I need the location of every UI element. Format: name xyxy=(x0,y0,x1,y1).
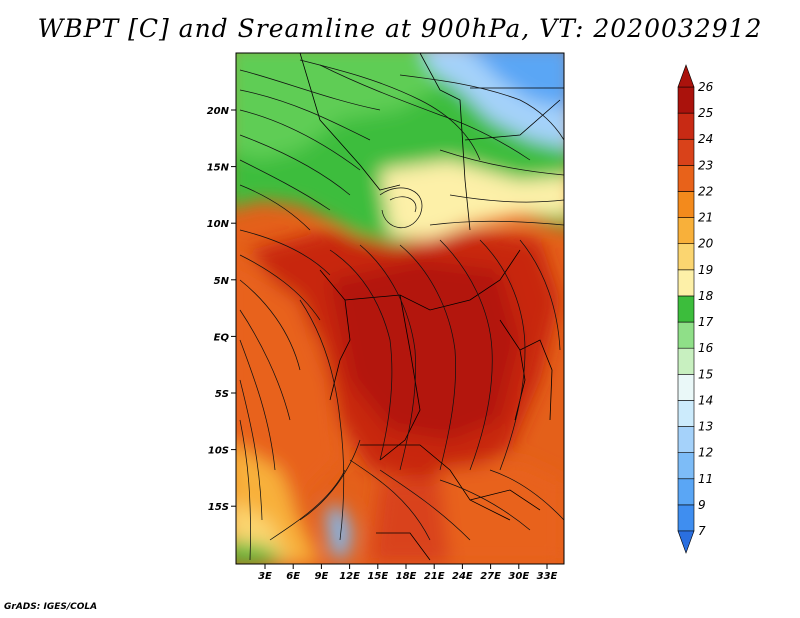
colorbar-label: 21 xyxy=(698,211,713,225)
lon-tick-label: 24E xyxy=(452,571,473,582)
colorbar-box xyxy=(677,243,695,271)
footer-credit: GrADS: IGES/COLA xyxy=(4,602,98,612)
streamlines xyxy=(239,59,564,561)
colorbar-label: 13 xyxy=(698,420,713,434)
lat-tick-label: 10S xyxy=(208,446,229,457)
lon-tick-label: 21E xyxy=(424,571,445,582)
colorbar-box xyxy=(677,191,695,218)
colorbar-box xyxy=(677,217,695,245)
colorbar-box xyxy=(677,269,695,297)
lon-tick-label: 6E xyxy=(286,571,300,582)
lat-tick-label: EQ xyxy=(214,332,230,343)
longitude-axis: 3E 6E 9E 12E 15E 18E 21E 24E 27E 30E 33E xyxy=(258,564,558,582)
colorbar-label: 19 xyxy=(698,263,713,277)
lat-tick-label: 20N xyxy=(207,106,230,117)
colorbar-label: 17 xyxy=(698,315,714,329)
latitude-axis: 20N 15N 10N 5N EQ 5S 10S 15S xyxy=(207,106,236,513)
colorbar-box xyxy=(677,112,695,140)
colorbar-label: 15 xyxy=(698,367,713,381)
lon-tick-label: 12E xyxy=(339,571,360,582)
colorbar-label: 18 xyxy=(698,289,714,303)
lat-tick-label: 10N xyxy=(207,219,230,230)
lon-tick-label: 27E xyxy=(480,571,501,582)
colorbar-label: 25 xyxy=(698,106,713,120)
colorbar: 7 9 11 12 13 14 15 16 17 18 19 20 21 22 23 24 25 26 xyxy=(677,64,714,554)
colorbar-box xyxy=(677,138,695,166)
colorbar-label: 11 xyxy=(698,472,713,486)
colorbar-label: 12 xyxy=(698,446,713,460)
colorbar-box xyxy=(677,295,695,323)
lat-tick-label: 5S xyxy=(215,389,229,400)
colorbar-top-arrow xyxy=(677,64,695,88)
colorbar-label: 22 xyxy=(698,184,713,198)
lon-tick-label: 9E xyxy=(315,571,329,582)
colorbar-label: 7 xyxy=(698,524,706,538)
map-plot-area xyxy=(236,53,564,564)
wbpt-shading xyxy=(236,53,564,564)
colorbar-box xyxy=(677,373,695,401)
lon-tick-label: 33E xyxy=(537,571,558,582)
lat-tick-label: 15S xyxy=(208,502,229,513)
lon-tick-label: 3E xyxy=(258,571,272,582)
colorbar-box xyxy=(677,86,695,114)
colorbar-label: 23 xyxy=(698,158,713,172)
colorbar-box xyxy=(677,321,695,349)
plot-frame xyxy=(235,52,565,565)
colorbar-label: 9 xyxy=(698,498,706,512)
lat-tick-label: 5N xyxy=(214,276,230,287)
colorbar-label: 20 xyxy=(698,237,714,251)
lat-tick-label: 15N xyxy=(207,163,230,174)
colorbar-box xyxy=(677,478,695,506)
colorbar-box xyxy=(677,504,695,532)
colorbar-box xyxy=(677,426,695,453)
colorbar-label: 26 xyxy=(698,80,714,94)
colorbar-box xyxy=(677,400,695,427)
lon-tick-label: 18E xyxy=(396,571,417,582)
colorbar-label: 24 xyxy=(698,132,713,146)
chart-title: WBPT [C] and Sreamline at 900hPa, VT: 20… xyxy=(37,14,763,43)
lon-tick-label: 30E xyxy=(508,571,529,582)
colorbar-box xyxy=(677,452,695,480)
colorbar-label: 14 xyxy=(698,393,713,407)
colorbar-box xyxy=(677,165,695,192)
lon-tick-label: 15E xyxy=(367,571,388,582)
colorbar-bottom-arrow xyxy=(677,530,695,554)
colorbar-label: 16 xyxy=(698,341,714,355)
colorbar-box xyxy=(677,347,695,375)
